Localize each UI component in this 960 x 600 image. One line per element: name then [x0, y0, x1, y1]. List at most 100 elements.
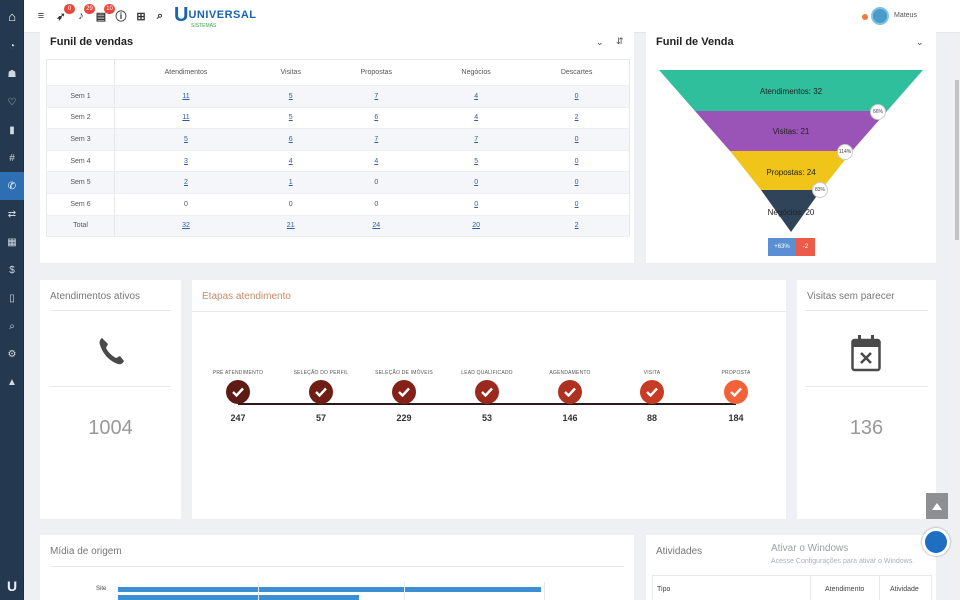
chat-button[interactable]: [922, 528, 950, 556]
stage-item[interactable]: PROPOSTA 184: [696, 370, 776, 423]
table-row: Sem 3 5 6 7 7 0: [46, 128, 631, 151]
gridline: [258, 582, 259, 600]
funnel-segment[interactable]: [659, 70, 923, 111]
search-icon[interactable]: ⌕: [156, 9, 164, 22]
funnel-label: Negócios: 20: [767, 208, 815, 217]
legend-positive[interactable]: +63%: [768, 238, 796, 256]
scrollbar[interactable]: [954, 33, 960, 600]
column-header: Atendimento: [825, 586, 865, 593]
stage-name: SELEÇÃO DE IMÓVEIS: [375, 370, 433, 376]
scroll-top-button[interactable]: [926, 493, 948, 519]
brand-logo[interactable]: U UNIVERSAL SISTEMAS: [174, 5, 257, 29]
stage-item[interactable]: LEAD QUALIFICADO 53: [447, 370, 527, 423]
column-header: [46, 59, 115, 86]
table-cell-link[interactable]: 4: [474, 114, 479, 122]
inbox-icon[interactable]: ▤ 10: [94, 4, 115, 23]
table-cell-link[interactable]: 11: [182, 114, 190, 122]
table-cell-link[interactable]: 7: [474, 135, 479, 143]
panel-title: Atividades: [656, 546, 703, 557]
chart-bar[interactable]: [118, 587, 541, 592]
table-cell-link[interactable]: 5: [184, 135, 188, 143]
stage-item[interactable]: SELEÇÃO DO PERFIL 57: [281, 370, 361, 423]
building-icon[interactable]: ▮: [9, 124, 15, 136]
hash-icon[interactable]: #: [9, 152, 15, 164]
table-cell-link[interactable]: 7: [374, 92, 379, 100]
table-cell-link[interactable]: 21: [286, 222, 295, 230]
column-header: Tipo: [657, 586, 671, 593]
table-cell-link[interactable]: 4: [474, 92, 479, 100]
table-cell-link[interactable]: 20: [472, 222, 481, 230]
chevron-down-icon[interactable]: ⌄: [916, 37, 924, 47]
dollar-icon[interactable]: $: [9, 264, 15, 276]
table-cell: 0: [324, 193, 429, 216]
table-cell-link[interactable]: 11: [182, 92, 190, 100]
exchange-icon[interactable]: ⇄: [7, 208, 17, 220]
table-cell-link[interactable]: 32: [182, 222, 190, 230]
graduation-icon[interactable]: ▲: [7, 376, 17, 388]
table-cell-link[interactable]: 0: [574, 200, 579, 208]
user-name[interactable]: Mateus: [894, 12, 917, 19]
table-cell-link[interactable]: 2: [574, 114, 579, 122]
sidebar: ⌂ ◔ ☗ ♡ ▮ # ✆ ⇄ ▦ $ ▯ ⌕ ⚙ ▲ U: [0, 0, 24, 600]
atividades-panel: Atividades Tipo Atendimento Atividade: [646, 535, 936, 600]
info-icon[interactable]: ⓘ: [115, 11, 127, 23]
table-cell-link[interactable]: 7: [374, 135, 379, 143]
chevron-down-icon[interactable]: ⌄: [596, 37, 604, 47]
table-cell-link[interactable]: 6: [374, 114, 379, 122]
search-icon[interactable]: ⌕: [9, 320, 15, 332]
stage-item[interactable]: VISITA 88: [612, 370, 692, 423]
table-row: Sem 1 11 5 7 4 0: [46, 85, 631, 108]
avatar[interactable]: [871, 7, 889, 25]
legend-negative[interactable]: -2: [796, 238, 815, 256]
stage-count: 229: [396, 413, 412, 423]
bell-icon[interactable]: ♪ 29: [74, 4, 95, 23]
stage-count: 88: [646, 413, 657, 423]
file-icon[interactable]: ▯: [9, 292, 15, 304]
home-icon[interactable]: ⌂: [8, 8, 16, 24]
table-cell-link[interactable]: 24: [372, 222, 381, 230]
table-cell-link[interactable]: 0: [474, 200, 479, 208]
table-cell-link[interactable]: 4: [288, 157, 293, 165]
table-cell-link[interactable]: 2: [184, 179, 188, 187]
table-cell: 0: [114, 193, 257, 216]
windows-watermark-text: Acesse Configurações para ativar o Windo…: [771, 558, 915, 565]
phone-icon[interactable]: ✆: [0, 172, 24, 200]
stage-item[interactable]: AGENDAMENTO 146: [530, 370, 610, 423]
stage-item[interactable]: SELEÇÃO DE IMÓVEIS 229: [364, 370, 444, 423]
table-cell-link[interactable]: 5: [288, 114, 293, 122]
table-cell-link[interactable]: 0: [574, 157, 579, 165]
column-header: Descartes: [524, 59, 631, 86]
calendar-icon[interactable]: ▦: [7, 236, 17, 248]
gears-icon[interactable]: ⚙: [7, 348, 17, 360]
grid-icon[interactable]: ⊞: [136, 10, 146, 23]
table-cell-link[interactable]: 2: [574, 222, 579, 230]
dashboard-icon[interactable]: ◔: [8, 40, 16, 52]
table-row: Sem 5 2 1 0 0 0: [46, 171, 631, 194]
row-label: Sem 5: [46, 171, 115, 194]
row-label: Sem 2: [46, 107, 115, 130]
table-cell-link[interactable]: 5: [474, 157, 479, 165]
scrollbar-thumb[interactable]: [955, 80, 959, 240]
table-cell-link[interactable]: 6: [288, 135, 293, 143]
table-cell-link[interactable]: 5: [288, 92, 293, 100]
table-cell-link[interactable]: 4: [374, 157, 379, 165]
table-cell-link[interactable]: 1: [288, 179, 293, 187]
column-header: Atividade: [890, 586, 919, 593]
stage-item[interactable]: PRÉ ATENDIMENTO 247: [198, 370, 278, 423]
menu-icon[interactable]: ≡: [37, 10, 45, 22]
funnel-segment[interactable]: [761, 190, 821, 232]
brand-name: UNIVERSAL: [188, 9, 257, 21]
chart-bar[interactable]: [118, 595, 359, 600]
users-icon[interactable]: ☗: [7, 68, 17, 80]
funnel-segment[interactable]: [730, 151, 852, 190]
check-icon: [475, 380, 499, 404]
heart-icon[interactable]: ♡: [7, 96, 17, 108]
table-cell-link[interactable]: 0: [574, 179, 579, 187]
table-cell-link[interactable]: 0: [574, 92, 579, 100]
sort-icon[interactable]: ⇵: [616, 36, 624, 46]
table-cell-link[interactable]: 3: [184, 157, 188, 165]
table-cell-link[interactable]: 0: [474, 179, 479, 187]
funnel-segment[interactable]: [695, 111, 887, 151]
table-cell-link[interactable]: 0: [574, 135, 579, 143]
rocket-icon[interactable]: ➶ 0: [54, 4, 75, 23]
